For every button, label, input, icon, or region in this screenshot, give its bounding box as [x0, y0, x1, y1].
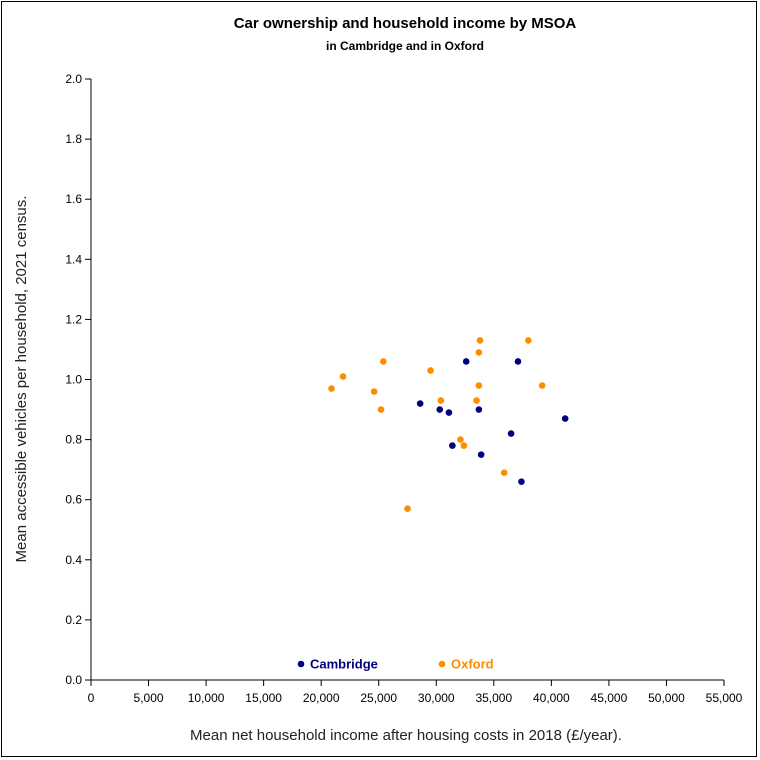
- cambridge-point: [514, 358, 522, 365]
- oxford-point: [500, 469, 508, 476]
- oxford-point: [475, 382, 483, 389]
- legend-oxford-label: Oxford: [451, 657, 494, 672]
- y-tick-label: 2.0: [65, 72, 82, 86]
- oxford-point: [339, 373, 347, 380]
- oxford-point: [460, 442, 468, 449]
- x-tick-label: 45,000: [591, 691, 628, 705]
- x-tick-label: 0: [88, 691, 95, 705]
- cambridge-point: [462, 358, 470, 365]
- y-tick-label: 0.8: [65, 433, 82, 447]
- y-tick-label: 1.6: [65, 192, 82, 206]
- oxford-point: [370, 388, 378, 395]
- x-axis-label: Mean net household income after housing …: [190, 727, 622, 744]
- x-tick-label: 50,000: [648, 691, 685, 705]
- data-points: [328, 337, 569, 513]
- oxford-point: [538, 382, 546, 389]
- x-axis: 0 5,000 10,000 15,000 20,000 25,000 30,000 35,0…: [88, 679, 743, 705]
- oxford-point: [380, 358, 387, 365]
- oxford-point: [457, 436, 464, 443]
- x-tick-label: 40,000: [533, 691, 570, 705]
- x-tick-label: 25,000: [360, 691, 397, 705]
- oxford-point: [377, 406, 385, 413]
- y-tick-label: 0.6: [65, 493, 82, 507]
- cambridge-point: [436, 406, 444, 413]
- legend-oxford-marker: [438, 660, 446, 668]
- y-tick-label: 1.8: [65, 132, 82, 146]
- y-tick-label: 1.0: [65, 373, 82, 387]
- x-tick-label: 15,000: [245, 691, 282, 705]
- y-tick-label: 1.4: [65, 252, 82, 266]
- x-tick-label: 10,000: [188, 691, 225, 705]
- oxford-point: [475, 349, 483, 356]
- y-tick-label: 0.2: [65, 613, 82, 627]
- cambridge-point: [445, 409, 453, 416]
- oxford-point: [437, 397, 445, 404]
- oxford-point: [476, 337, 484, 344]
- cambridge-point: [475, 406, 483, 413]
- oxford-point: [404, 505, 411, 513]
- y-axis-label: Mean accessible vehicles per household, …: [13, 196, 30, 563]
- oxford-point: [328, 385, 335, 392]
- x-tick-label: 55,000: [706, 691, 743, 705]
- chart-subtitle: in Cambridge and in Oxford: [326, 39, 484, 53]
- cambridge-point: [477, 451, 485, 458]
- x-tick-label: 30,000: [418, 691, 455, 705]
- cambridge-point: [518, 478, 525, 485]
- y-axis: 0.0 0.2 0.4 0.6 0.8 1.0 1.2 1.4 1.6 1.8 2.0: [65, 72, 92, 687]
- y-tick-label: 0.4: [65, 553, 82, 567]
- x-tick-label: 5,000: [134, 691, 164, 705]
- cambridge-point: [561, 415, 569, 422]
- oxford-point: [525, 337, 532, 344]
- legend-cambridge-marker: [297, 660, 305, 668]
- legend-cambridge-label: Cambridge: [310, 657, 378, 672]
- y-tick-label: 0.0: [65, 673, 82, 687]
- legend: Cambridge Oxford: [297, 657, 494, 672]
- oxford-point: [427, 367, 434, 374]
- y-tick-label: 1.2: [65, 312, 82, 326]
- chart-title: Car ownership and household income by MS…: [234, 15, 577, 32]
- cambridge-point: [507, 430, 515, 437]
- cambridge-point: [449, 442, 456, 449]
- x-tick-label: 35,000: [475, 691, 512, 705]
- oxford-point: [473, 397, 480, 404]
- x-tick-label: 20,000: [303, 691, 340, 705]
- cambridge-point: [416, 400, 424, 407]
